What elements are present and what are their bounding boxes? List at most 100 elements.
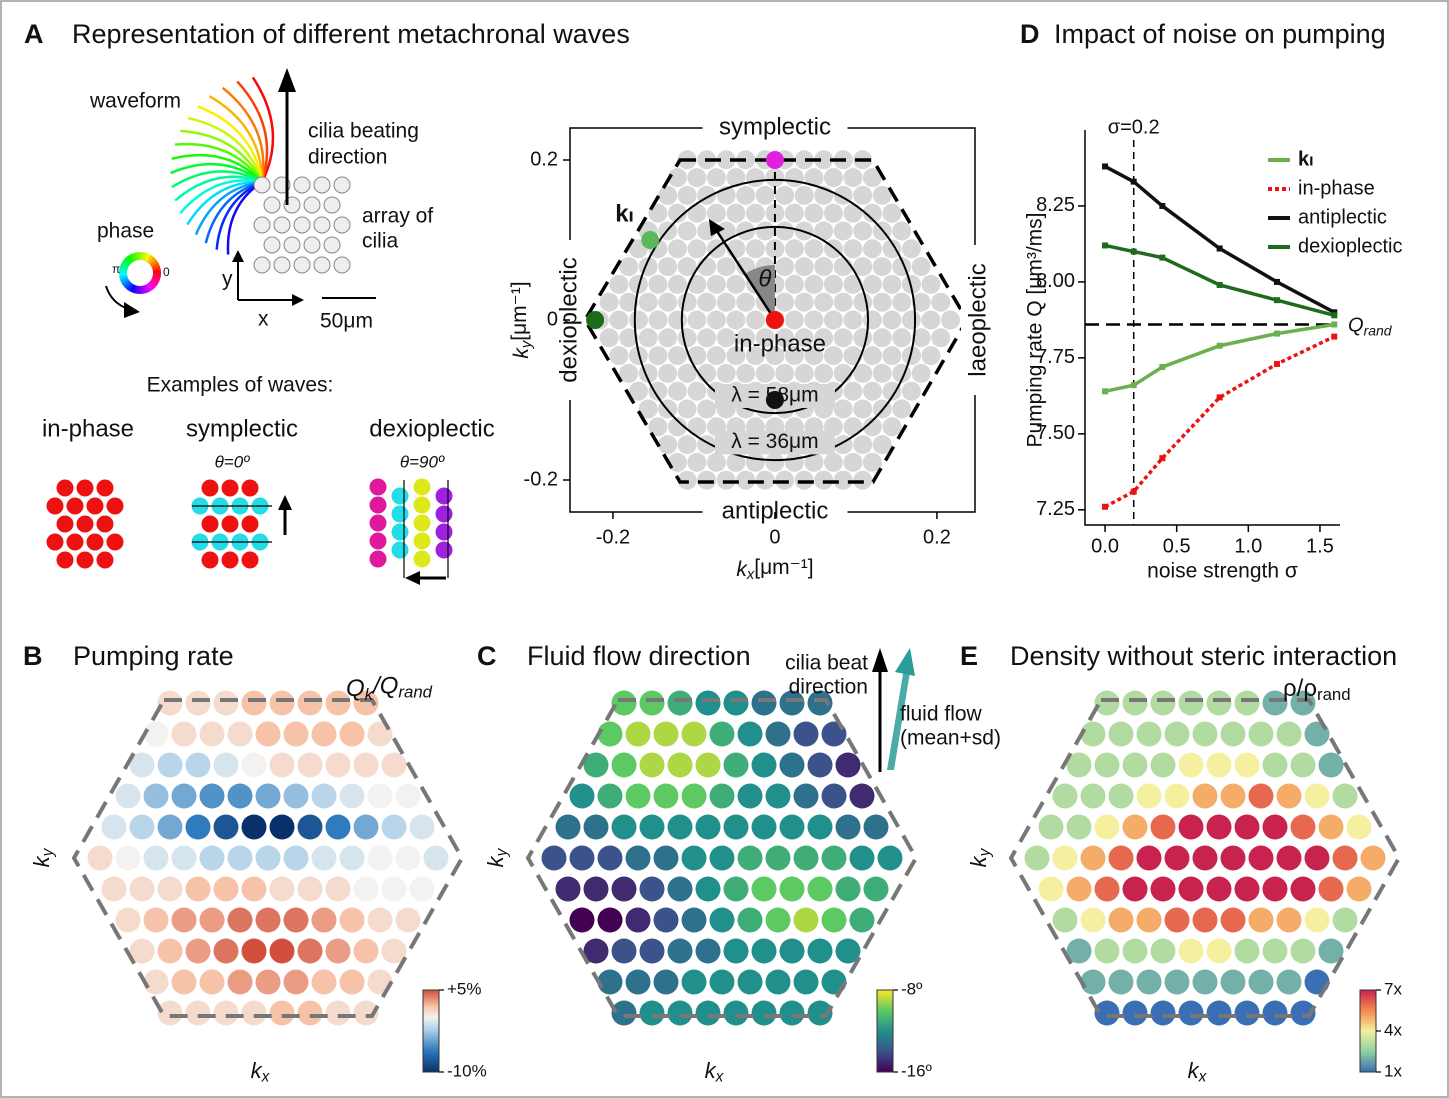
heat-dot xyxy=(228,970,253,995)
example-dot xyxy=(436,524,453,541)
heat-dot xyxy=(1263,1001,1288,1026)
heat-dot xyxy=(738,970,763,995)
heat-dot xyxy=(1263,939,1288,964)
k-grid-dot xyxy=(795,364,814,383)
data-point xyxy=(1131,489,1137,495)
example-dot xyxy=(67,498,84,515)
data-point xyxy=(1331,334,1337,340)
heat-dot xyxy=(186,753,211,778)
beat-label: cilia beat xyxy=(785,652,868,675)
k-grid-dot xyxy=(746,239,765,258)
heat-dot xyxy=(186,939,211,964)
k-grid-dot xyxy=(795,257,814,276)
heat-dot xyxy=(312,784,337,809)
heat-dot xyxy=(1333,784,1358,809)
heat-dot xyxy=(794,970,819,995)
heat-dot xyxy=(668,691,693,716)
heat-dot xyxy=(1179,939,1204,964)
heat-dot xyxy=(144,970,169,995)
heat-dot xyxy=(1165,970,1190,995)
k-grid-dot xyxy=(892,293,911,312)
k-grid-dot xyxy=(609,346,628,365)
heat-dot xyxy=(1193,970,1218,995)
heat-dot xyxy=(1095,1001,1120,1026)
heat-dot xyxy=(1249,846,1274,871)
cilium xyxy=(334,177,350,193)
heat-dot xyxy=(626,908,651,933)
k-grid-dot xyxy=(785,168,804,187)
heat-dot xyxy=(822,908,847,933)
heat-dot xyxy=(682,722,707,747)
colorbar xyxy=(423,990,439,1072)
heat-dot xyxy=(1109,784,1134,809)
colorbar xyxy=(877,990,893,1072)
heat-dot xyxy=(1347,815,1372,840)
heat-dot xyxy=(1277,722,1302,747)
heat-dot xyxy=(228,846,253,871)
k-grid-dot xyxy=(726,204,745,223)
heat-dot xyxy=(228,784,253,809)
flow-label: fluid flow xyxy=(900,703,983,726)
k-grid-dot xyxy=(658,435,677,454)
heat-dot xyxy=(780,753,805,778)
heat-dot xyxy=(1347,877,1372,902)
k-grid-dot xyxy=(931,328,950,347)
heat-dot xyxy=(256,846,281,871)
phase-wheel xyxy=(143,289,146,290)
k-grid-dot xyxy=(775,257,794,276)
phase-wheel xyxy=(123,276,124,279)
heat-dot xyxy=(654,722,679,747)
k-grid-dot xyxy=(687,239,706,258)
heat-dot xyxy=(186,877,211,902)
heat-dot xyxy=(640,815,665,840)
k-grid-dot xyxy=(843,168,862,187)
cilium xyxy=(264,237,280,253)
k-grid-dot xyxy=(697,471,716,490)
k-grid-dot xyxy=(882,417,901,436)
heat-dot xyxy=(1165,908,1190,933)
k-grid-dot xyxy=(882,275,901,294)
heat-dot xyxy=(1291,939,1316,964)
heat-dot xyxy=(410,877,435,902)
data-point xyxy=(1159,455,1165,461)
x-tick-label: 0.5 xyxy=(1163,535,1191,557)
heat-dot xyxy=(752,939,777,964)
heat-dot xyxy=(326,877,351,902)
example-dot xyxy=(202,480,219,497)
data-point xyxy=(1331,312,1337,318)
heat-dot xyxy=(354,815,379,840)
heat-dot xyxy=(1305,846,1330,871)
heat-dot xyxy=(738,908,763,933)
example-dot xyxy=(370,479,387,496)
heat-dot xyxy=(766,722,791,747)
heat-dot xyxy=(1235,1001,1260,1026)
heat-dot xyxy=(382,877,407,902)
heat-dot xyxy=(1151,753,1176,778)
label-part: y xyxy=(39,847,56,857)
heat-dot xyxy=(144,846,169,871)
cilium xyxy=(324,237,340,253)
heat-dot xyxy=(158,1001,183,1026)
k-grid-dot xyxy=(834,364,853,383)
phase-wheel xyxy=(123,267,124,270)
heat-dot xyxy=(850,846,875,871)
heat-dot xyxy=(1123,939,1148,964)
colorbar-tick-label: 7x xyxy=(1384,979,1402,998)
example-dot xyxy=(77,552,94,569)
heat-dot xyxy=(312,908,337,933)
wave-point xyxy=(766,391,784,409)
k-grid-dot xyxy=(697,257,716,276)
k-grid-dot xyxy=(892,328,911,347)
panel-title: Impact of noise on pumping xyxy=(1054,19,1386,49)
colorbar-tick-label: 1x xyxy=(1384,1061,1402,1080)
heat-dot xyxy=(556,877,581,902)
heat-dot xyxy=(864,815,889,840)
k-grid-dot xyxy=(736,364,755,383)
heat-dot xyxy=(270,753,295,778)
heat-dot xyxy=(116,908,141,933)
data-point xyxy=(1274,361,1280,367)
heat-dot xyxy=(626,846,651,871)
phase-wheel xyxy=(146,257,149,258)
cilium xyxy=(274,217,290,233)
heat-dot xyxy=(1207,939,1232,964)
